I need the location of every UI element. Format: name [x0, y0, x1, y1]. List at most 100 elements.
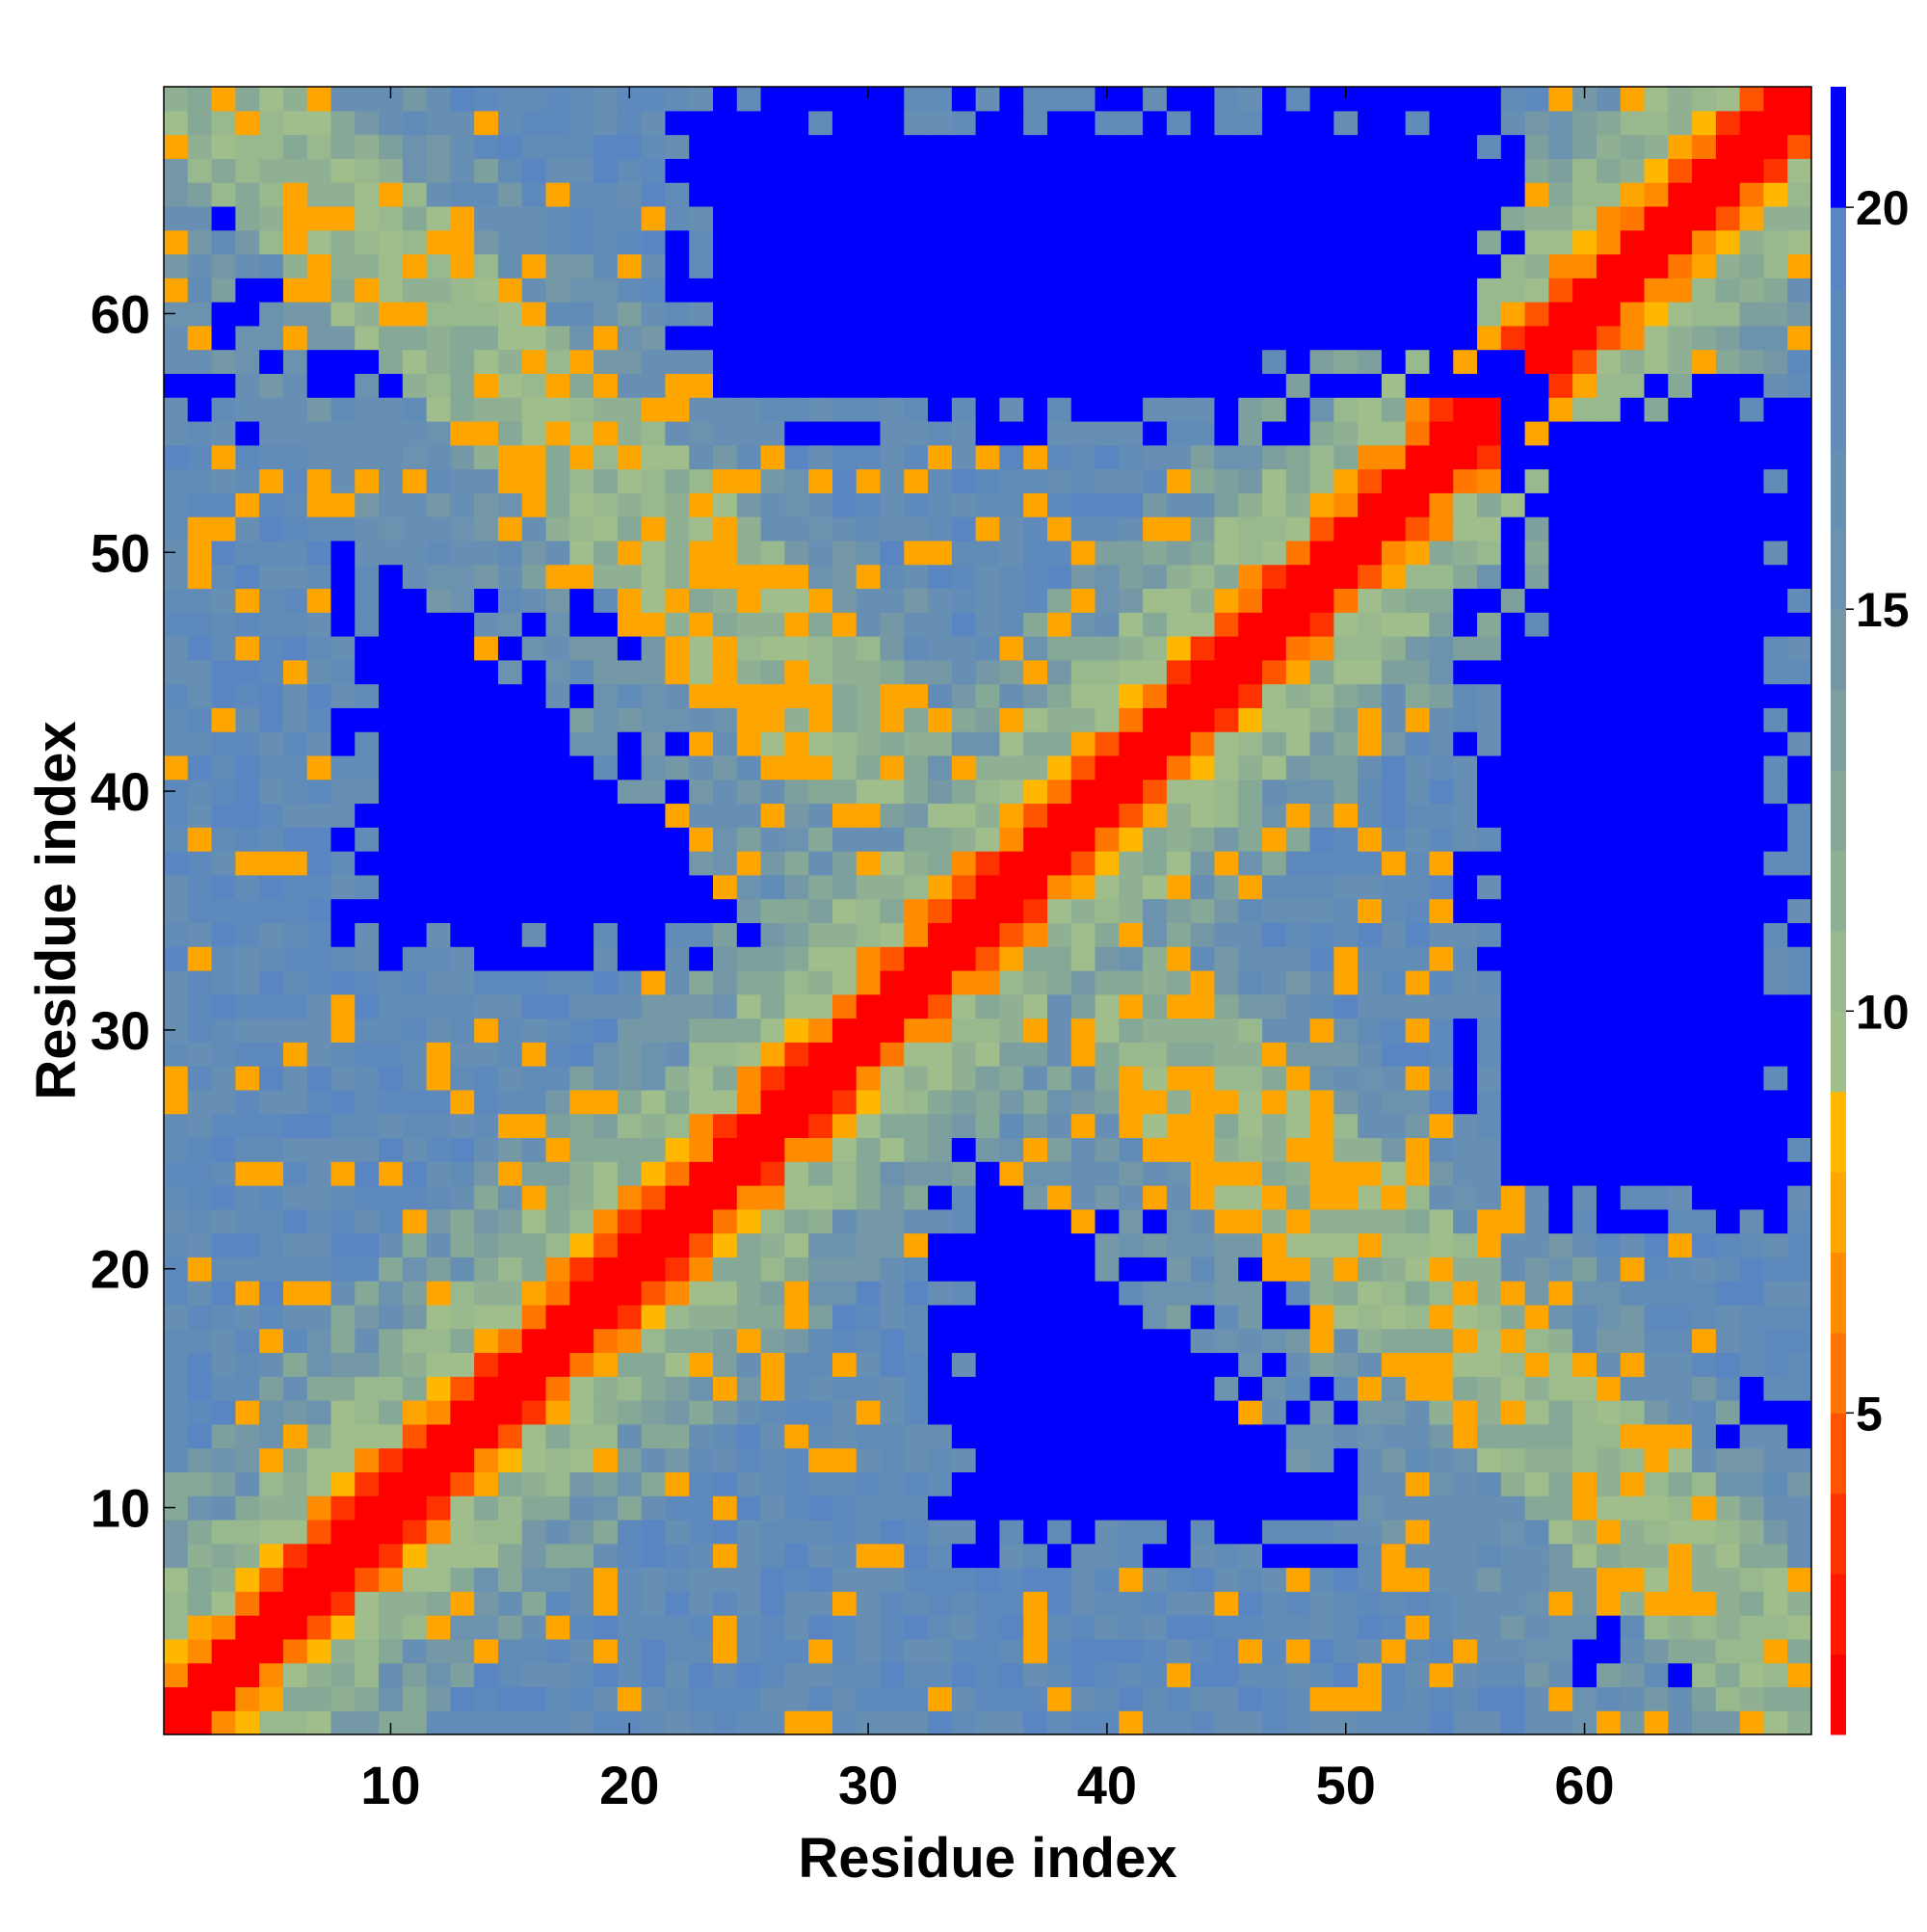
heatmap-cell [808, 373, 833, 398]
heatmap-cell [832, 492, 858, 517]
heatmap-cell [235, 540, 260, 566]
heatmap-cell [1143, 444, 1168, 470]
heatmap-cell [736, 302, 762, 327]
heatmap-cell [1190, 278, 1216, 303]
heatmap-cell [975, 444, 1000, 470]
heatmap-cell [235, 1686, 260, 1711]
heatmap-cell [1333, 1232, 1359, 1257]
heatmap-cell [856, 229, 882, 255]
heatmap-cell [1166, 134, 1192, 159]
heatmap-cell [1333, 349, 1359, 374]
heatmap-cell [1596, 612, 1622, 637]
heatmap-cell [1070, 205, 1096, 231]
heatmap-cell [1763, 110, 1788, 136]
heatmap-cell [1166, 110, 1192, 136]
heatmap-cell [1023, 946, 1048, 971]
heatmap-cell [1453, 1686, 1478, 1711]
heatmap-cell [1453, 420, 1478, 446]
heatmap-cell [665, 1615, 690, 1640]
heatmap-cell [641, 946, 667, 971]
heatmap-cell [187, 1543, 213, 1569]
heatmap-cell [1333, 253, 1359, 278]
heatmap-cell [379, 827, 404, 852]
heatmap-cell [784, 1208, 809, 1234]
heatmap-cell [1381, 1042, 1407, 1067]
heatmap-cell [1381, 588, 1407, 613]
heatmap-cell [474, 1018, 499, 1043]
heatmap-cell [1095, 1066, 1120, 1091]
heatmap-cell [1070, 182, 1096, 207]
heatmap-cell [1715, 1113, 1741, 1139]
heatmap-cell [1190, 851, 1216, 876]
heatmap-cell [187, 1137, 213, 1162]
heatmap-cell [1333, 1281, 1359, 1306]
heatmap-cell [880, 325, 905, 351]
heatmap-cell [306, 874, 332, 900]
heatmap-cell [784, 993, 809, 1019]
heatmap-cell [355, 1638, 380, 1664]
heatmap-cell [856, 1232, 882, 1257]
heatmap-cell [497, 420, 523, 446]
heatmap-cell [1787, 1710, 1812, 1735]
heatmap-cell [1285, 922, 1311, 947]
heatmap-cell [164, 182, 189, 207]
heatmap-cell [713, 922, 738, 947]
heatmap-cell [832, 1710, 858, 1735]
heatmap-cell [784, 636, 809, 661]
heatmap-cell [1596, 754, 1622, 781]
heatmap-cell [880, 420, 905, 446]
heatmap-cell [1023, 182, 1048, 207]
heatmap-cell [1238, 1042, 1263, 1067]
heatmap-cell [641, 612, 667, 637]
heatmap-cell [355, 492, 380, 517]
heatmap-cell [1787, 444, 1812, 470]
heatmap-cell [689, 182, 714, 207]
heatmap-cell [1500, 1066, 1526, 1091]
heatmap-cell [1143, 659, 1168, 685]
heatmap-cell [1644, 87, 1669, 112]
heatmap-cell [1763, 1137, 1788, 1162]
heatmap-cell [1644, 373, 1669, 398]
heatmap-cell [641, 420, 667, 446]
heatmap-cell [1500, 898, 1526, 923]
heatmap-cell [832, 540, 858, 566]
heatmap-cell [641, 754, 667, 781]
heatmap-cell [1429, 803, 1454, 828]
heatmap-cell [450, 731, 475, 756]
heatmap-cell [1692, 1281, 1717, 1306]
heatmap-cell [951, 636, 977, 661]
heatmap-cell [1596, 659, 1622, 685]
heatmap-cell [689, 612, 714, 637]
heatmap-cell [569, 803, 594, 828]
heatmap-cell [594, 779, 619, 805]
heatmap-cell [1095, 898, 1120, 923]
heatmap-cell [1620, 1042, 1646, 1067]
heatmap-cell [904, 779, 929, 805]
heatmap-cell [928, 922, 953, 947]
heatmap-cell [736, 1352, 762, 1377]
heatmap-cell [1548, 1185, 1573, 1210]
heatmap-cell [1023, 707, 1048, 732]
heatmap-cell [784, 779, 809, 805]
heatmap-cell [1046, 1066, 1072, 1091]
heatmap-cell [1644, 1519, 1669, 1545]
heatmap-cell [1119, 588, 1144, 613]
heatmap-cell [1190, 1232, 1216, 1257]
heatmap-cell [951, 1447, 977, 1472]
heatmap-cell [1596, 1304, 1622, 1330]
heatmap-cell [1190, 1304, 1216, 1330]
heatmap-cell [1309, 444, 1334, 470]
heatmap-cell [306, 779, 332, 805]
heatmap-cell [617, 158, 643, 183]
heatmap-cell [999, 922, 1024, 947]
heatmap-cell [784, 1662, 809, 1688]
heatmap-cell [1620, 564, 1646, 590]
heatmap-cell [856, 1662, 882, 1688]
heatmap-cell [713, 110, 738, 136]
heatmap-cell [1763, 1638, 1788, 1664]
heatmap-cell [450, 659, 475, 685]
heatmap-cell [928, 1567, 953, 1592]
heatmap-cell [306, 468, 332, 493]
heatmap-cell [1715, 1018, 1741, 1043]
